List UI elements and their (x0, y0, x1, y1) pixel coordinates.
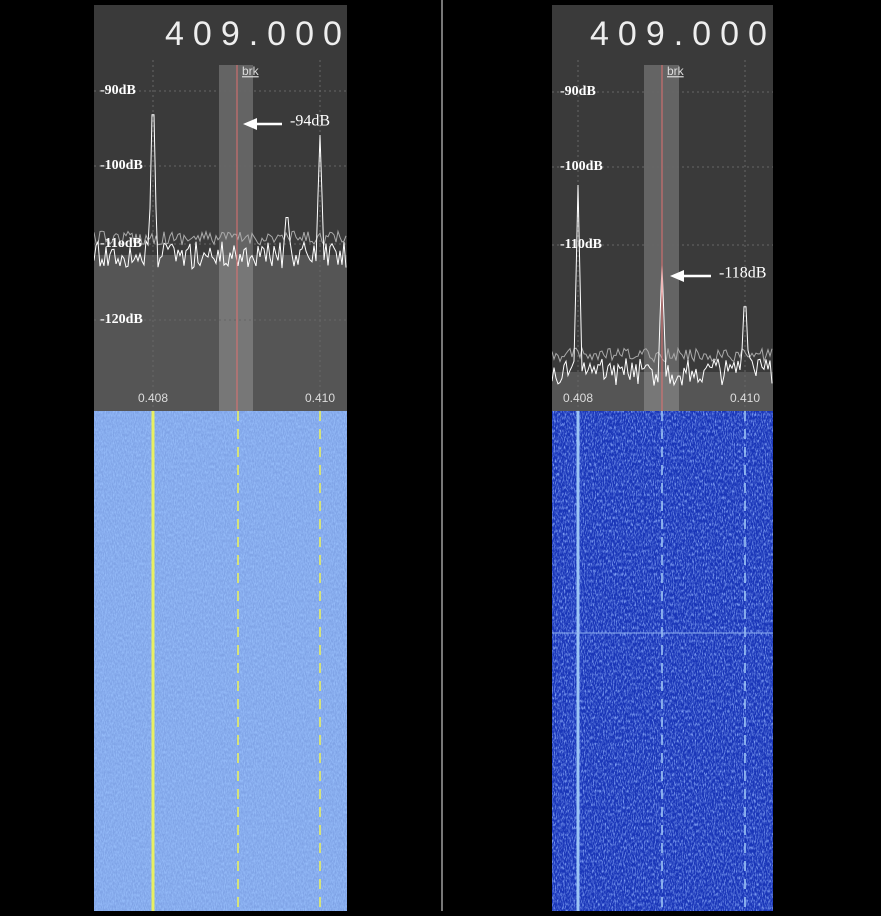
db-label: -120dB (100, 312, 143, 327)
frequency: 409.000 (165, 15, 351, 53)
db-label: -90dB (100, 83, 136, 98)
spectrum-lower (94, 255, 347, 411)
marker-label: brk (242, 64, 260, 78)
avg-trace (94, 229, 347, 247)
db-label: -100dB (560, 159, 603, 174)
db-label: -100dB (100, 158, 143, 173)
arrow-head (670, 270, 684, 282)
frequency: 409.000 (590, 15, 776, 53)
panel: brk 409.000 -90dB -100dB -110dB 0.408 0.410 -11… (552, 5, 776, 911)
annotation: -94dB (290, 113, 330, 130)
freq-label: 0.408 (138, 391, 168, 405)
db-label: -90dB (560, 84, 596, 99)
marker-label: brk (667, 64, 685, 78)
db-label: -110dB (560, 237, 602, 252)
filter-band (219, 65, 253, 411)
freq-label: 0.410 (730, 391, 760, 405)
arrow-head (243, 118, 257, 130)
spectrum-trace (94, 114, 347, 270)
db-label: -11odB (100, 236, 142, 251)
annotation: -118dB (719, 265, 766, 282)
freq-label: 0.410 (305, 391, 335, 405)
waterfall-noise (94, 411, 347, 911)
freq-label: 0.408 (563, 391, 593, 405)
panel: brk 409.000 -90dB -100dB -11odB -120dB 0.408 0.… (94, 5, 351, 911)
